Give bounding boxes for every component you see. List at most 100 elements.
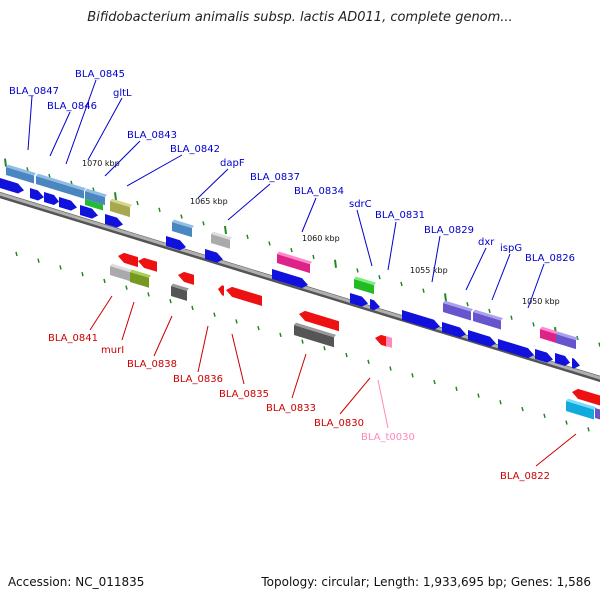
scale-tick-label: 1065 kbp xyxy=(190,197,228,206)
scale-tick-mark xyxy=(400,281,403,287)
gene-feature[interactable] xyxy=(402,310,440,332)
scale-tick-mark xyxy=(26,167,29,172)
gene-feature[interactable] xyxy=(572,358,580,370)
scale-tick-mark xyxy=(433,379,436,385)
gene-feature[interactable] xyxy=(138,256,157,272)
gene-label[interactable]: BLA_0822 xyxy=(500,471,550,482)
gene-feature[interactable] xyxy=(36,173,86,199)
gene-feature[interactable] xyxy=(572,387,600,406)
gene-feature[interactable] xyxy=(178,270,194,285)
gene-label[interactable]: BLA_0829 xyxy=(424,225,474,236)
scale-tick-mark xyxy=(180,214,183,219)
gene-label[interactable]: BLA_0841 xyxy=(48,333,98,344)
scale-tick-mark xyxy=(136,200,139,206)
gene-feature[interactable] xyxy=(105,214,123,230)
scale-tick-mark xyxy=(565,420,568,425)
gene-label[interactable]: BLA_0836 xyxy=(173,374,223,385)
scale-tick-label: 1070 kbp xyxy=(82,159,120,168)
gene-feature[interactable] xyxy=(375,333,387,347)
gene-feature[interactable] xyxy=(299,309,339,332)
gene-feature[interactable] xyxy=(350,293,368,309)
scale-tick-mark xyxy=(246,234,249,239)
gene-feature[interactable] xyxy=(556,331,578,350)
scale-labels: 1070 kbp 1065 kbp 1060 kbp 1055 kbp 1050… xyxy=(82,159,560,306)
scale-tick-mark xyxy=(213,312,216,317)
gene-label[interactable]: murI xyxy=(101,345,124,356)
gene-feature[interactable] xyxy=(6,164,36,184)
scale-tick-mark xyxy=(268,241,271,246)
scale-tick-mark xyxy=(367,359,370,365)
gene-feature[interactable] xyxy=(85,188,107,206)
gene-label[interactable]: BLA_0847 xyxy=(9,86,59,97)
gene-label[interactable]: dapF xyxy=(220,158,245,169)
gene-feature[interactable] xyxy=(205,249,223,265)
gene-feature[interactable] xyxy=(498,339,534,360)
gene-feature[interactable] xyxy=(172,219,194,238)
gene-label[interactable]: BLA_0846 xyxy=(47,101,97,112)
gene-feature[interactable] xyxy=(226,285,262,307)
gene-feature[interactable] xyxy=(110,263,132,282)
scale-tick-mark xyxy=(224,225,227,235)
gene-feature[interactable] xyxy=(294,322,336,348)
gene-label[interactable]: BLA_0830 xyxy=(314,418,364,429)
gene-label[interactable]: BLA_0835 xyxy=(219,389,269,400)
gene-label[interactable]: BLA_0843 xyxy=(127,130,177,141)
gene-feature[interactable] xyxy=(354,276,376,295)
gene-label[interactable]: BLA_0838 xyxy=(127,359,177,370)
scale-tick-mark xyxy=(125,285,128,290)
scale-tick-mark xyxy=(301,339,304,344)
scale-tick-mark xyxy=(422,288,425,293)
gene-feature[interactable] xyxy=(468,330,496,349)
scale-tick-mark xyxy=(488,308,491,314)
map-title: Bifidobacterium animalis subsp. lactis A… xyxy=(87,10,513,25)
gene-feature[interactable] xyxy=(566,398,596,420)
gene-feature[interactable] xyxy=(118,251,138,268)
gene-feature[interactable] xyxy=(535,349,553,365)
gene-label[interactable]: BLA_0834 xyxy=(294,186,344,197)
gene-label[interactable]: BLA_t0030 xyxy=(361,432,415,443)
gene-feature[interactable] xyxy=(130,269,151,288)
scale-tick-mark xyxy=(345,352,348,358)
gene-label[interactable]: BLA_0826 xyxy=(525,253,575,264)
gene-label[interactable]: gltL xyxy=(113,88,132,99)
gene-label[interactable]: BLA_0837 xyxy=(250,172,300,183)
gene-feature[interactable] xyxy=(555,353,570,368)
scale-tick-mark xyxy=(378,275,381,280)
gene-label[interactable]: dxr xyxy=(478,237,495,248)
gene-feature[interactable] xyxy=(595,408,600,420)
gene-feature[interactable] xyxy=(171,283,189,302)
gene-feature[interactable] xyxy=(166,236,186,252)
gene-feature[interactable] xyxy=(370,299,380,312)
gene-label[interactable]: BLA_0831 xyxy=(375,210,425,221)
gene-label[interactable]: ispG xyxy=(500,243,522,254)
gene-label[interactable]: BLA_0845 xyxy=(75,69,125,80)
gene-label[interactable]: BLA_0842 xyxy=(170,144,220,155)
gene-feature[interactable] xyxy=(44,192,59,207)
scale-tick-mark xyxy=(290,248,293,253)
scale-tick-mark xyxy=(455,386,458,391)
scale-tick-mark xyxy=(466,301,469,307)
gene-feature[interactable] xyxy=(80,205,98,221)
gene-feature[interactable] xyxy=(272,269,308,290)
gene-feature[interactable] xyxy=(277,251,312,274)
gene-feature[interactable] xyxy=(110,198,132,218)
scale-tick-label: 1050 kbp xyxy=(522,297,560,306)
gene-feature[interactable] xyxy=(59,197,77,213)
gene-feature[interactable] xyxy=(473,309,503,330)
scale-tick-mark xyxy=(334,259,337,268)
gene-feature[interactable] xyxy=(443,300,473,321)
scale-tick-mark xyxy=(37,258,40,263)
scale-tick-mark xyxy=(532,322,535,327)
gene-feature[interactable] xyxy=(85,199,103,211)
gene-feature[interactable] xyxy=(386,336,392,348)
scale-tick-label: 1060 kbp xyxy=(302,234,340,243)
gene-label[interactable]: BLA_0833 xyxy=(266,403,316,414)
gene-feature[interactable] xyxy=(30,188,44,202)
gene-feature[interactable] xyxy=(0,178,24,195)
gene-feature[interactable] xyxy=(211,231,232,249)
gene-feature[interactable] xyxy=(218,284,224,296)
gene-feature[interactable] xyxy=(442,322,466,339)
gene-label[interactable]: sdrC xyxy=(349,199,372,210)
gene-feature[interactable] xyxy=(540,326,558,344)
